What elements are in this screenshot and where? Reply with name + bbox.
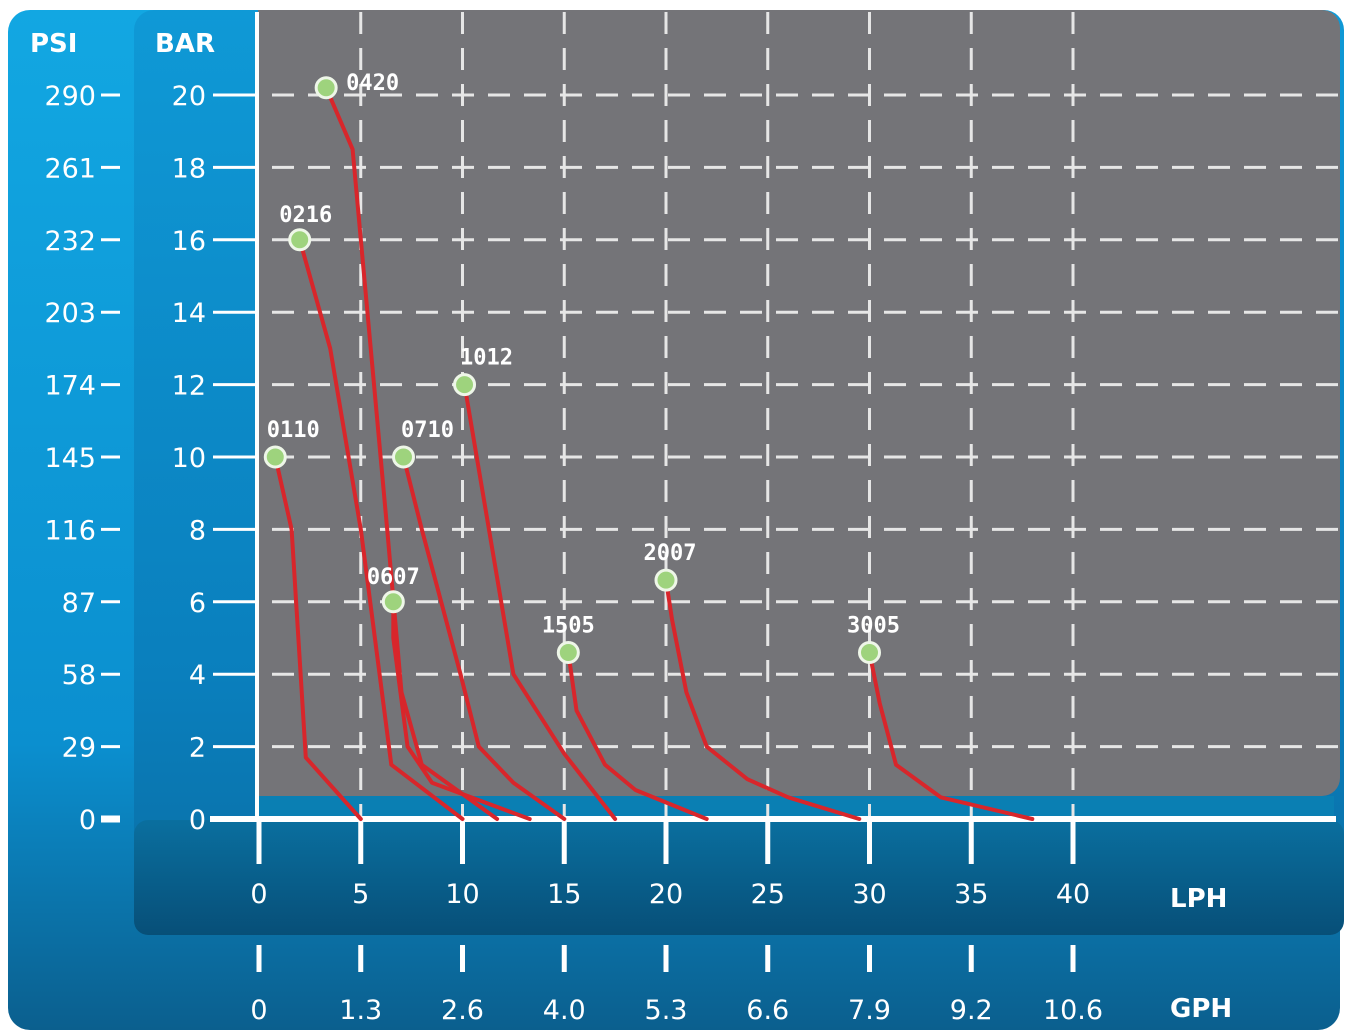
curve-label-2007: 2007 (644, 541, 697, 566)
curve-marker-1012 (453, 373, 477, 397)
psi-tick-label: 29 (62, 733, 96, 764)
gph-tick-label: 1.3 (339, 995, 382, 1026)
curve-0216 (297, 237, 465, 821)
curve-marker-3005 (858, 640, 881, 664)
curve-marker-1505 (556, 640, 580, 664)
lph-axis-label: LPH (1170, 884, 1227, 914)
lph-tick-label: 5 (352, 879, 369, 910)
lph-tick-label: 20 (649, 879, 683, 910)
psi-tick-label: 145 (44, 443, 96, 474)
lph-tick-label: 30 (852, 879, 886, 910)
bar-tick-label: 18 (172, 153, 206, 184)
lph-footer (134, 820, 1344, 935)
lph-tick-label: 15 (547, 879, 581, 910)
bar-tick-label: 2 (189, 733, 206, 764)
gph-tick-label: 10.6 (1043, 995, 1103, 1026)
curve-label-3005: 3005 (847, 613, 900, 638)
curves (263, 76, 1035, 821)
psi-tick-label: 203 (44, 298, 96, 329)
bar-tick-label: 10 (172, 443, 206, 474)
curve-marker-0710 (391, 445, 415, 469)
gph-tick-label: 5.3 (645, 995, 688, 1026)
curve-2007 (664, 578, 862, 821)
plot-area (258, 10, 1340, 796)
curve-label-1505: 1505 (542, 613, 595, 638)
axes (101, 12, 1336, 972)
curve-label-0710: 0710 (401, 418, 454, 443)
gph-axis-label: GPH (1170, 994, 1232, 1024)
lph-tick-label: 25 (751, 879, 785, 910)
bar-tick-label: 8 (189, 515, 206, 546)
gph-tick-label: 6.6 (746, 995, 789, 1026)
gph-tick-label: 4.0 (543, 995, 586, 1026)
curve-label-0216: 0216 (279, 203, 332, 228)
curve-marker-0216 (288, 228, 312, 252)
curve-label-0607: 0607 (367, 565, 420, 590)
curve-0110 (273, 455, 363, 821)
bar-tick-label: 14 (172, 298, 206, 329)
psi-tick-label: 232 (44, 226, 96, 257)
gph-tick-label: 2.6 (441, 995, 484, 1026)
curve-marker-0110 (263, 445, 287, 469)
curve-marker-0420 (314, 76, 338, 100)
curve-label-1012: 1012 (460, 346, 513, 371)
curve-0710 (401, 455, 567, 821)
bar-tick-label: 12 (172, 371, 206, 402)
gph-tick-label: 7.9 (848, 995, 891, 1026)
bar-tick-label: 0 (189, 805, 206, 836)
lph-tick-label: 35 (954, 879, 988, 910)
curve-1012 (462, 382, 618, 821)
curve-1505 (566, 650, 709, 821)
curve-marker-2007 (654, 568, 678, 592)
lph-tick-label: 10 (445, 879, 479, 910)
curve-marker-0607 (381, 590, 405, 614)
bar-tick-label: 16 (172, 226, 206, 257)
bar-tick-label: 20 (172, 81, 206, 112)
bar-tick-label: 4 (189, 660, 206, 691)
psi-tick-label: 174 (44, 371, 96, 402)
grid (272, 12, 1340, 817)
psi-tick-label: 290 (44, 81, 96, 112)
psi-axis-label: PSI (30, 29, 77, 59)
bar-tick-label: 6 (189, 588, 206, 619)
psi-tick-label: 87 (62, 588, 96, 619)
labels: PSI0295887116145174203232261290BAR024681… (30, 29, 1232, 1026)
psi-tick-label: 261 (44, 153, 96, 184)
gph-tick-label: 0 (250, 995, 267, 1026)
curve-3005 (867, 650, 1035, 821)
lph-tick-label: 0 (250, 879, 267, 910)
lph-tick-label: 40 (1056, 879, 1090, 910)
curve-label-0420: 0420 (346, 71, 399, 96)
psi-tick-label: 0 (79, 805, 96, 836)
psi-tick-label: 58 (62, 660, 96, 691)
curve-label-0110: 0110 (267, 418, 320, 443)
plot-area-corner (258, 10, 298, 796)
curve-0607 (391, 599, 532, 821)
gph-tick-label: 9.2 (950, 995, 993, 1026)
bar-axis-label: BAR (155, 29, 215, 59)
psi-tick-label: 116 (44, 515, 96, 546)
